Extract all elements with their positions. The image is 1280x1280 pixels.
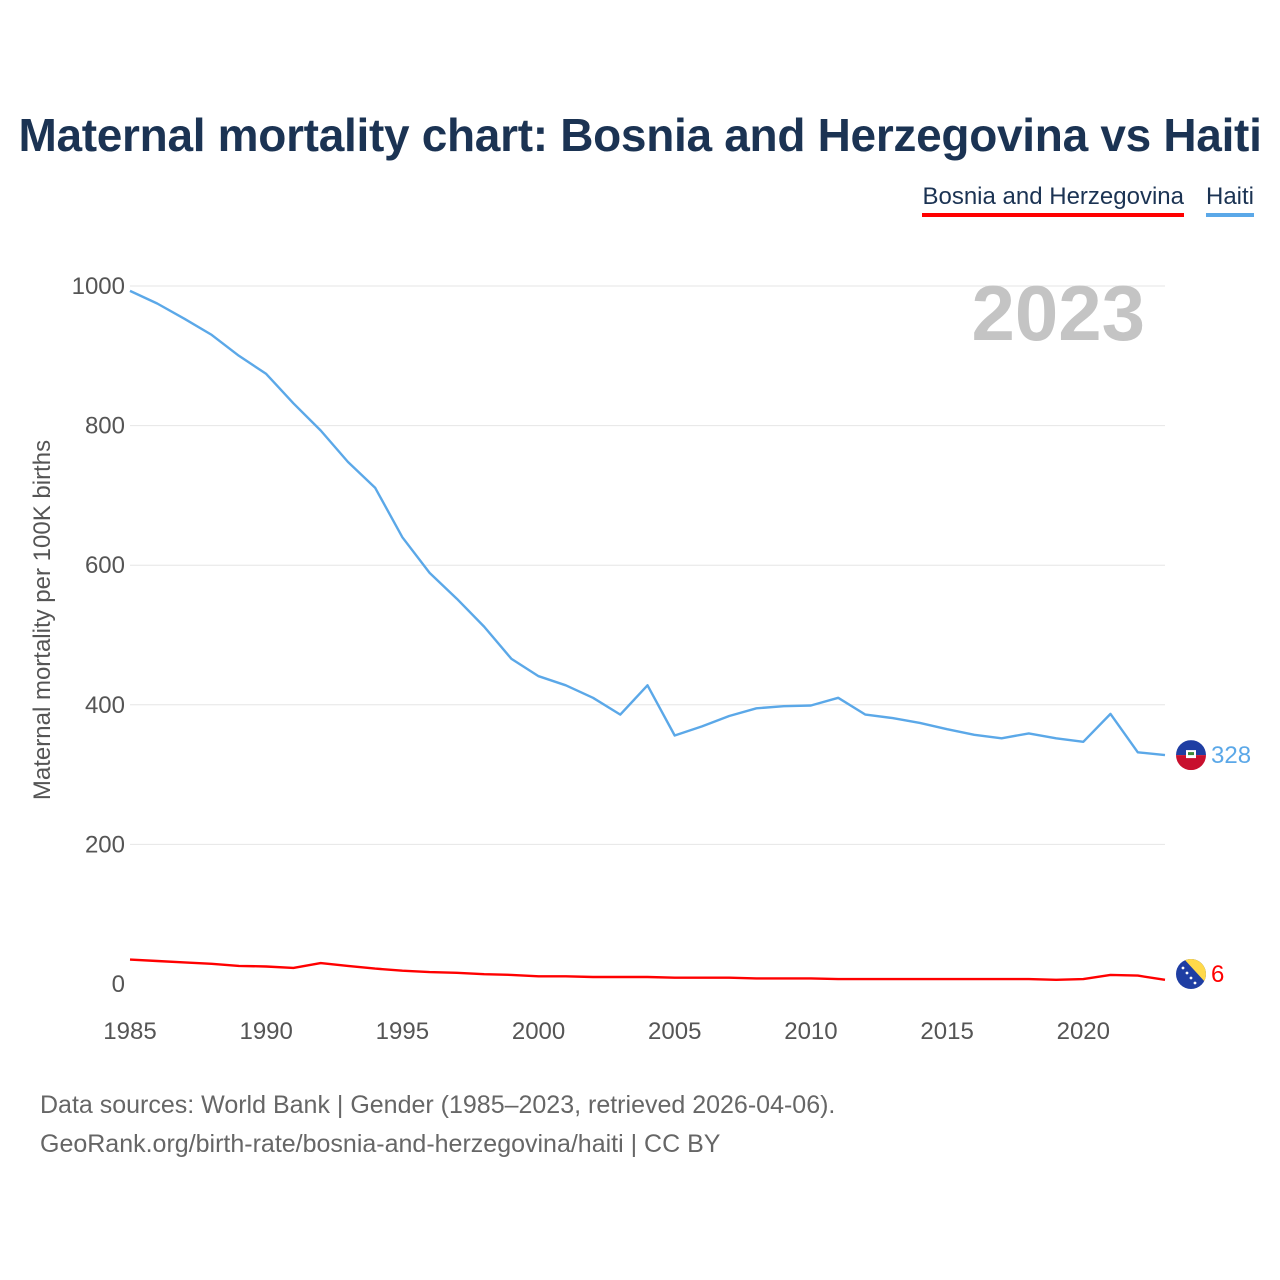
y-tick-label: 800 xyxy=(85,413,125,440)
x-tick-label: 1990 xyxy=(239,1018,292,1045)
source-link[interactable]: GeoRank.org/birth-rate/bosnia-and-herzeg… xyxy=(40,1130,721,1158)
x-tick-label: 2005 xyxy=(648,1018,701,1045)
legend-item-haiti[interactable]: Haiti xyxy=(1205,183,1254,217)
grid-lines xyxy=(130,285,1165,845)
haiti-flag-icon xyxy=(1176,740,1206,771)
x-tick-label: 2000 xyxy=(512,1018,565,1045)
y-tick-label: 400 xyxy=(85,692,125,719)
chart-title: Maternal mortality chart: Bosnia and Her… xyxy=(18,109,1262,161)
y-tick-label: 0 xyxy=(112,971,125,998)
bosnia-flag-icon xyxy=(1176,959,1206,989)
x-tick-label: 2010 xyxy=(784,1018,837,1045)
x-axis-ticks: 1985 1990 1995 2000 2005 2010 2015 2020 xyxy=(103,1018,1110,1045)
footer: Data sources: World Bank | Gender (1985–… xyxy=(40,1086,835,1164)
end-value-label-bosnia: 6 xyxy=(1211,961,1224,988)
legend-item-bosnia[interactable]: Bosnia and Herzegovina xyxy=(922,183,1184,217)
year-overlay: 2023 xyxy=(971,269,1145,357)
series-layer xyxy=(129,289,1166,981)
y-axis-label: Maternal mortality per 100K births xyxy=(29,440,56,800)
data-source-text: Data sources: World Bank | Gender (1985–… xyxy=(40,1091,836,1119)
y-tick-label: 600 xyxy=(85,552,125,579)
series-line-bosnia-and-herzegovina xyxy=(129,958,1166,981)
series-line-haiti xyxy=(129,289,1166,757)
x-tick-label: 2020 xyxy=(1057,1018,1110,1045)
y-axis-ticks: 0 200 400 600 800 1000 xyxy=(72,273,125,998)
legend: Bosnia and Herzegovina Haiti xyxy=(922,183,1254,217)
x-tick-label: 1995 xyxy=(376,1018,429,1045)
y-tick-label: 1000 xyxy=(72,273,125,300)
x-tick-label: 1985 xyxy=(103,1018,156,1045)
x-tick-label: 2015 xyxy=(920,1018,973,1045)
y-tick-label: 200 xyxy=(85,831,125,858)
line-chart: 0 200 400 600 800 1000 1985 1990 1995 2000 2005 20… xyxy=(29,269,1251,1045)
end-value-label-haiti: 328 xyxy=(1211,742,1251,769)
